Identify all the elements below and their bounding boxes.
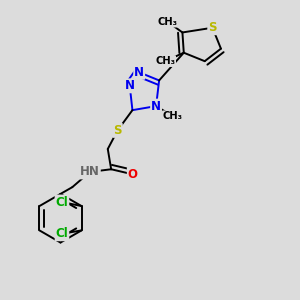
Text: N: N — [134, 66, 144, 79]
Text: O: O — [128, 168, 138, 181]
Text: CH₃: CH₃ — [155, 56, 175, 66]
Text: CH₃: CH₃ — [158, 17, 178, 27]
Text: HN: HN — [80, 166, 100, 178]
Text: Cl: Cl — [56, 196, 68, 208]
Text: Cl: Cl — [56, 227, 68, 240]
Text: N: N — [125, 79, 135, 92]
Text: S: S — [113, 124, 122, 137]
Text: CH₃: CH₃ — [163, 111, 183, 121]
Text: N: N — [151, 100, 161, 112]
Text: S: S — [208, 21, 217, 34]
